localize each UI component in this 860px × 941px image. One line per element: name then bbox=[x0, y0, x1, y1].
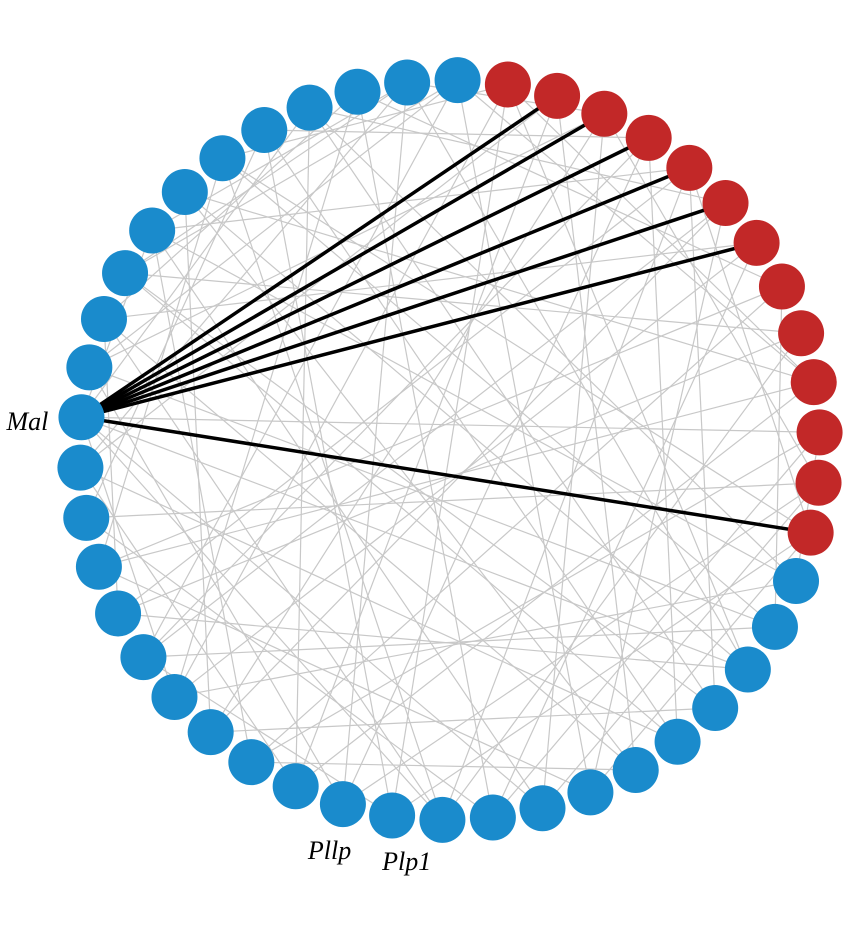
highlighted-edge bbox=[81, 114, 604, 417]
edge bbox=[81, 417, 542, 808]
node bbox=[534, 73, 580, 119]
node bbox=[63, 495, 109, 541]
node bbox=[66, 344, 112, 390]
node-label: Mal bbox=[6, 407, 48, 437]
node bbox=[228, 739, 274, 785]
node bbox=[734, 220, 780, 266]
edge bbox=[86, 483, 818, 518]
node bbox=[320, 781, 366, 827]
node bbox=[58, 394, 104, 440]
node bbox=[759, 264, 805, 310]
edge bbox=[118, 613, 748, 669]
node bbox=[666, 145, 712, 191]
node bbox=[162, 169, 208, 215]
node bbox=[791, 359, 837, 405]
edge bbox=[185, 192, 748, 670]
node bbox=[335, 69, 381, 115]
node bbox=[199, 135, 245, 181]
node bbox=[725, 647, 771, 693]
node bbox=[369, 792, 415, 838]
node bbox=[613, 747, 659, 793]
node bbox=[752, 604, 798, 650]
edge bbox=[296, 382, 814, 786]
edge bbox=[81, 417, 819, 432]
node bbox=[797, 409, 843, 455]
node bbox=[485, 62, 531, 108]
network-diagram: Mal Pllp Plp1 bbox=[0, 0, 860, 941]
edge bbox=[125, 273, 715, 708]
node bbox=[81, 296, 127, 342]
node bbox=[703, 180, 749, 226]
edge bbox=[310, 108, 796, 581]
node bbox=[655, 719, 701, 765]
edge bbox=[125, 273, 801, 333]
node bbox=[773, 558, 819, 604]
node bbox=[241, 107, 287, 153]
node bbox=[470, 795, 516, 841]
node bbox=[419, 797, 465, 843]
edge bbox=[185, 192, 636, 770]
node-label: Plp1 bbox=[382, 847, 431, 877]
network-svg bbox=[0, 0, 860, 941]
node bbox=[95, 590, 141, 636]
node bbox=[796, 460, 842, 506]
node bbox=[151, 674, 197, 720]
node bbox=[567, 769, 613, 815]
node bbox=[581, 91, 627, 137]
node bbox=[57, 445, 103, 491]
node bbox=[435, 57, 481, 103]
node bbox=[287, 85, 333, 131]
edge bbox=[343, 483, 819, 804]
node bbox=[129, 207, 175, 253]
edge bbox=[89, 367, 775, 627]
node bbox=[76, 544, 122, 590]
node bbox=[120, 634, 166, 680]
highlighted-edge bbox=[81, 417, 810, 532]
node bbox=[102, 250, 148, 296]
node bbox=[273, 763, 319, 809]
node bbox=[384, 59, 430, 105]
node bbox=[188, 709, 234, 755]
edge bbox=[99, 287, 782, 567]
node bbox=[692, 685, 738, 731]
edge bbox=[296, 96, 557, 786]
node bbox=[778, 310, 824, 356]
edge bbox=[211, 708, 716, 732]
node-label: Pllp bbox=[308, 836, 351, 866]
edge bbox=[174, 581, 796, 697]
node bbox=[626, 115, 672, 161]
node bbox=[520, 785, 566, 831]
node bbox=[788, 510, 834, 556]
